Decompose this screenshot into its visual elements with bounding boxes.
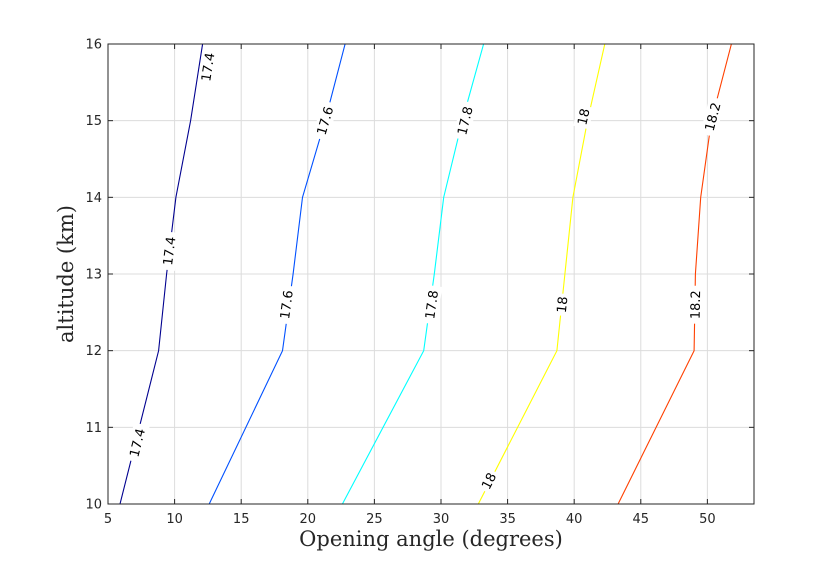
x-tick-label: 15	[233, 512, 250, 527]
contour-label-gap	[124, 422, 150, 464]
x-tick-label: 10	[166, 512, 183, 527]
y-tick-label: 10	[85, 498, 102, 513]
contour-label-group: 18.2	[687, 285, 705, 324]
x-tick-label: 25	[366, 512, 383, 527]
contour-label: 18	[575, 107, 593, 126]
y-tick-label: 14	[85, 191, 102, 206]
contour-label: 18	[479, 471, 500, 493]
x-tick-label: 20	[300, 512, 317, 527]
x-tick-label: 45	[633, 512, 650, 527]
contour-label-group: 17.8	[452, 100, 478, 142]
contour-label: 18.2	[689, 290, 705, 319]
x-tick-label: 30	[433, 512, 450, 527]
contour-label: 17.4	[199, 52, 218, 83]
y-tick-label: 13	[85, 268, 102, 283]
y-tick-label: 11	[85, 421, 102, 436]
contour-lines: 17.417.417.417.617.617.817.818181818.218…	[119, 43, 732, 505]
contour-label-gap	[421, 284, 443, 325]
contour-label-gap	[573, 104, 594, 130]
x-axis-title: Opening angle (degrees)	[299, 527, 563, 551]
contour-label: 17.4	[161, 236, 179, 267]
x-tick-label: 40	[566, 512, 583, 527]
y-tick-label: 16	[85, 38, 102, 53]
y-tick-label: 15	[85, 114, 102, 129]
contour-label: 17.4	[127, 427, 149, 459]
contour-label-gap	[553, 292, 572, 317]
contour-label-group: 18	[573, 104, 594, 130]
x-tick-label: 5	[104, 512, 112, 527]
contour-label-group: 18	[553, 292, 572, 317]
contour-label: 17.8	[423, 289, 442, 320]
x-tick-label: 50	[699, 512, 716, 527]
contour-label-group: 18.2	[700, 96, 726, 138]
contour-label-gap	[197, 46, 219, 88]
contour-label-group: 17.4	[197, 46, 219, 88]
contour-label: 17.6	[278, 289, 297, 320]
contour-label-gap	[159, 231, 180, 271]
contour-label: 18	[555, 296, 572, 314]
y-tick-label: 12	[85, 344, 102, 359]
y-axis-title: altitude (km)	[54, 205, 78, 343]
contour-label-group: 17.4	[124, 422, 150, 464]
contour-label-group: 17.4	[159, 231, 180, 271]
contour-label-gap	[476, 467, 502, 495]
contour-label-group: 17.6	[275, 284, 298, 325]
contour-label: 18.2	[703, 101, 725, 133]
x-tick-label: 35	[499, 512, 516, 527]
contour-label-gap	[312, 100, 339, 142]
contour-label: 17.8	[455, 105, 476, 137]
contour-label-gap	[700, 96, 726, 138]
contour-label-gap	[687, 285, 704, 324]
contour-label-group: 17.8	[421, 284, 443, 325]
contour-label-gap	[452, 100, 478, 142]
contour-label-group: 18	[476, 467, 502, 495]
contour-label-gap	[275, 284, 298, 325]
